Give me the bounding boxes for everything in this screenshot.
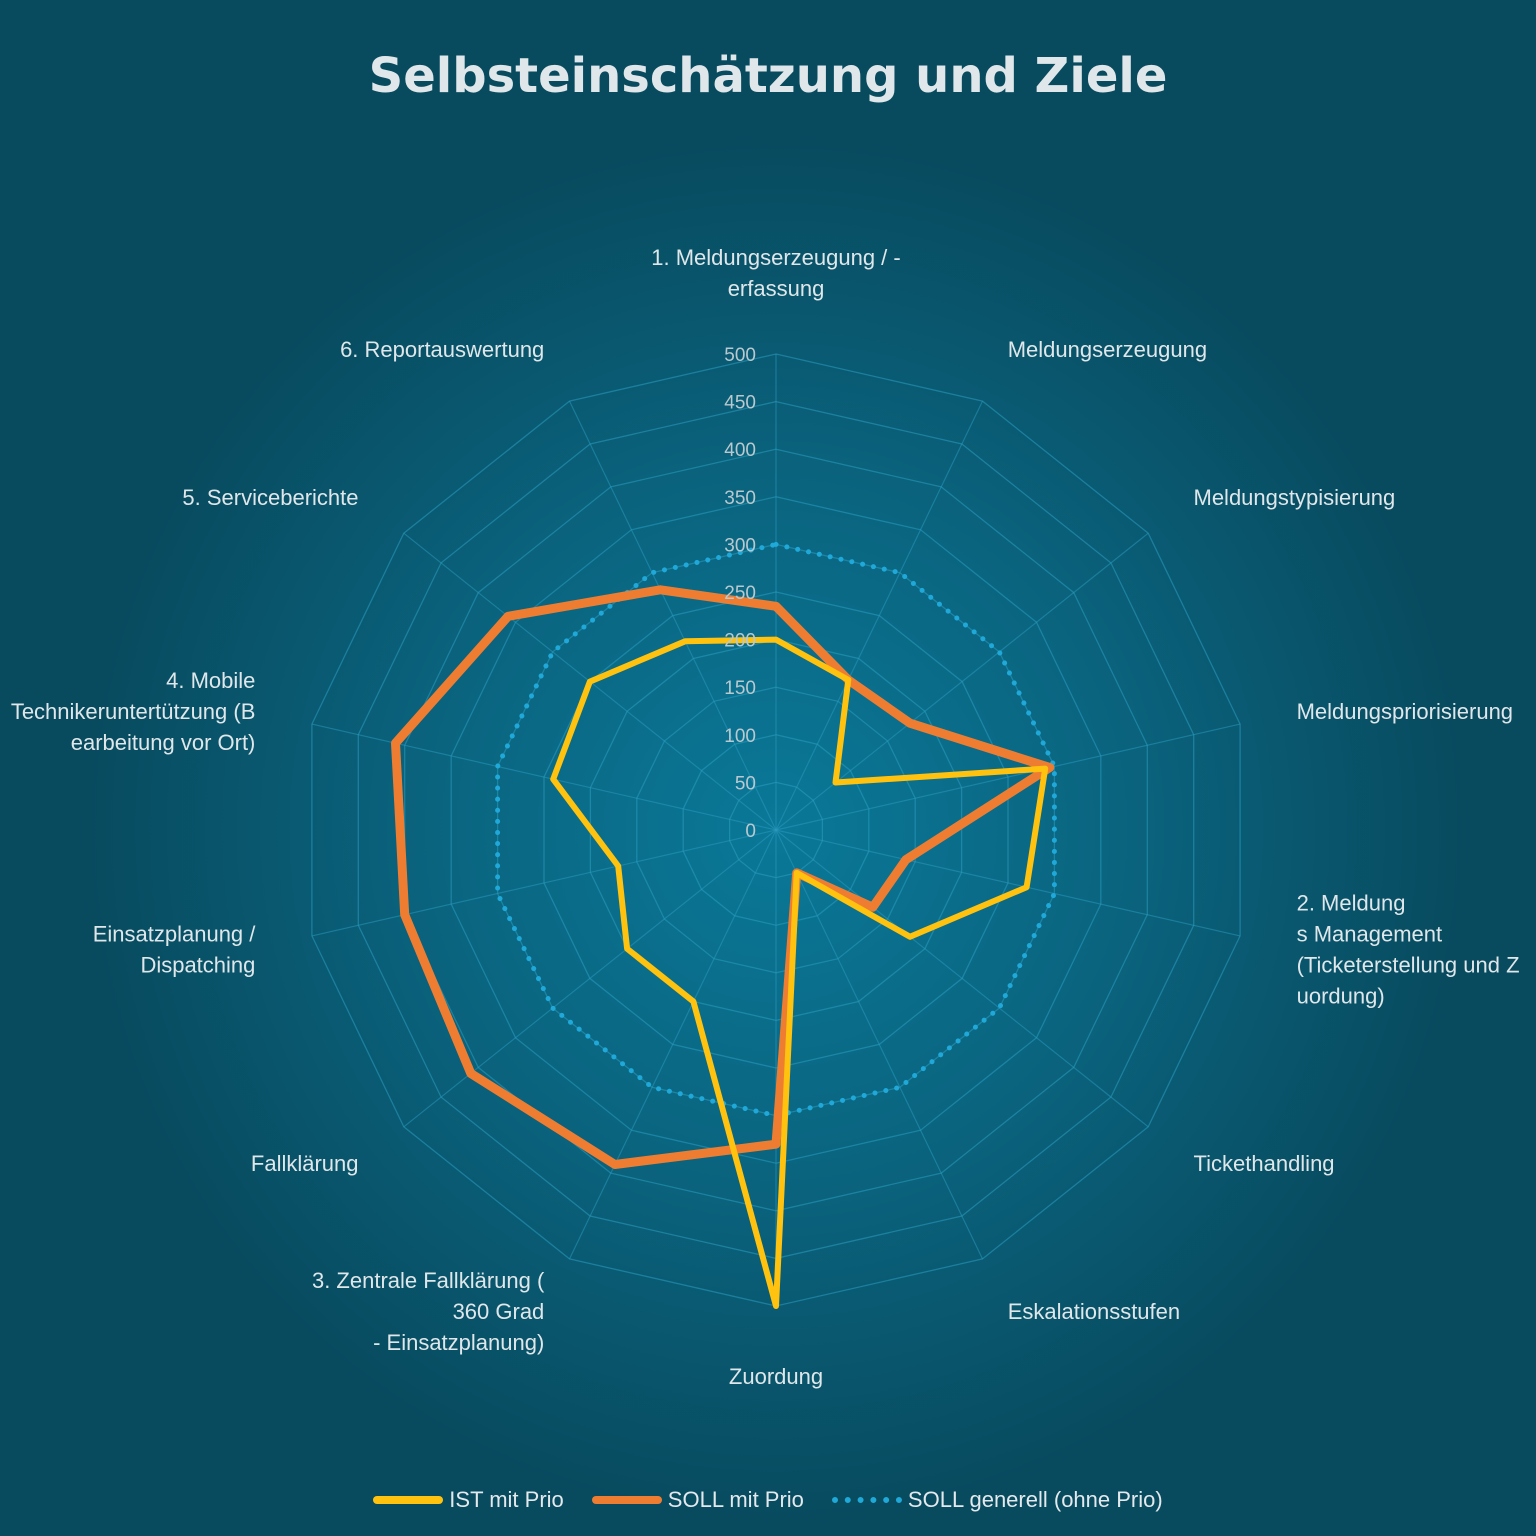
legend-swatch-soll-generell [831,1497,902,1503]
legend-item-soll-generell: SOLL generell (ohne Prio) [831,1487,1163,1513]
legend: IST mit Prio SOLL mit Prio SOLL generell… [0,1480,1536,1520]
category-label: 5. Serviceberichte [182,485,358,510]
category-label: 2. Meldung s Management (Ticketerstellung … [1297,890,1520,1008]
category-label: Fallklärung [251,1151,359,1176]
category-label: 1. Meldungserzeugung / -erfassung [651,245,901,301]
grid-spoke [775,400,984,831]
r-tick-label: 400 [724,440,756,461]
category-label: Meldungspriorisierung [1297,699,1513,724]
grid-spoke [775,829,984,1260]
series-0-line [550,636,1049,1309]
legend-swatch-soll [591,1496,662,1504]
chart-title: Selbsteinschätzung und Ziele [368,48,1168,104]
grid-spoke [311,829,777,937]
r-tick-label: 200 [724,631,756,652]
r-tick-label: 250 [724,583,756,604]
r-tick-label: 500 [724,345,756,366]
category-label: 4. Mobile Technikeruntertützung (B earbeit… [11,668,256,755]
grid-spoke [568,400,777,831]
grid-spoke [568,829,777,1260]
legend-item-ist: IST mit Prio [373,1487,564,1513]
legend-label-ist: IST mit Prio [449,1487,564,1512]
grid-spoke [311,723,777,831]
category-label: Tickethandling [1194,1151,1335,1176]
grid-spoke [403,829,777,1128]
legend-swatch-ist [373,1496,444,1504]
grid-spoke [775,723,1241,831]
r-tick-label: 450 [724,393,756,414]
r-tick-label: 150 [724,678,756,699]
legend-item-soll: SOLL mit Prio [591,1487,804,1513]
category-label: Zuordung [729,1364,823,1389]
r-tick-label: 300 [724,535,756,556]
category-label: 6. Reportauswertung [340,337,544,362]
category-label: Eskalationsstufen [1008,1299,1180,1324]
r-tick-label: 350 [724,488,756,509]
legend-label-soll: SOLL mit Prio [667,1487,804,1512]
grid-spoke [775,829,1149,1128]
category-label: Meldungserzeugung [1008,337,1207,362]
r-tick-label: 0 [745,821,756,842]
legend-label-soll-generell: SOLL generell (ohne Prio) [907,1487,1163,1512]
r-tick-label: 100 [724,726,756,747]
category-label: Meldungstypisierung [1194,485,1396,510]
series-1-line [391,585,1055,1169]
grid-spoke [775,829,1241,937]
category-label: 3. Zentrale Fallklärung (360 Grad - Einsa… [312,1268,545,1355]
category-label: Einsatzplanung / Dispatching [93,921,257,977]
r-tick-label: 50 [735,773,756,794]
